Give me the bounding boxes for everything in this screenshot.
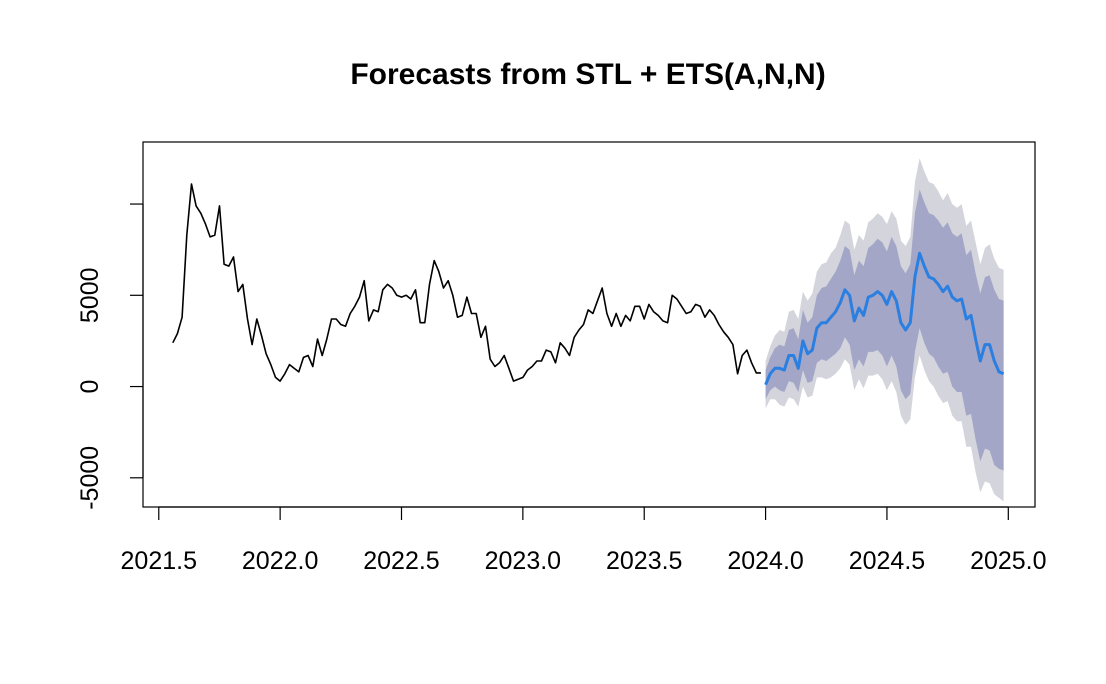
- x-tick-label: 2024.5: [849, 547, 925, 575]
- x-tick-label: 2023.0: [485, 547, 561, 575]
- y-tick-label: -5000: [76, 446, 104, 510]
- interval-80-band: [765, 189, 1004, 471]
- x-axis: 2021.5 2022.0 2022.5 2023.0 2023.5 2024.0 2024…: [121, 506, 1047, 575]
- x-tick-label: 2025.0: [970, 547, 1046, 575]
- x-tick-label: 2022.5: [363, 547, 439, 575]
- y-axis: -5000 0 5000: [76, 203, 144, 510]
- x-tick-label: 2023.5: [606, 547, 682, 575]
- forecast-line: [764, 251, 1005, 386]
- series-lines: [172, 183, 1005, 386]
- y-tick-label: 5000: [76, 267, 104, 323]
- x-tick-label: 2021.5: [121, 547, 197, 575]
- history-line: [172, 183, 761, 382]
- prediction-intervals: [765, 158, 1004, 502]
- x-tick-label: 2024.0: [727, 547, 803, 575]
- x-tick-label: 2022.0: [242, 547, 318, 575]
- y-tick-label: 0: [76, 380, 104, 394]
- chart-title: Forecasts from STL + ETS(A,N,N): [350, 58, 825, 91]
